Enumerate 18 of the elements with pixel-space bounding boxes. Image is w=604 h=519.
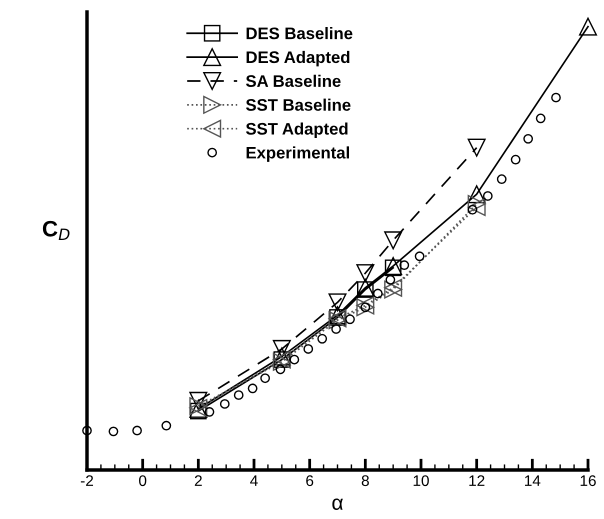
x-tick-label: 4 (250, 475, 258, 486)
legend-label: SST Adapted (246, 122, 348, 138)
x-tick-label: 8 (362, 475, 369, 486)
x-tick-label: -2 (80, 475, 94, 486)
legend-label: DES Baseline (246, 27, 352, 40)
x-tick-label: 16 (580, 475, 596, 486)
legend-label: SA Baseline (246, 74, 341, 87)
x-tick-label: 6 (306, 475, 314, 486)
x-tick-label: 12 (469, 475, 484, 486)
legend-label: DES Adapted (246, 50, 350, 66)
x-tick-label: 2 (194, 475, 202, 486)
x-axis-title: α (332, 498, 343, 510)
x-tick-label: 14 (525, 475, 540, 486)
y-axis-title: C$_{D}$ (42, 220, 70, 240)
x-tick-label: 10 (414, 475, 429, 486)
legend-label: Experimental (246, 146, 349, 162)
x-tick-label: 0 (139, 475, 146, 486)
legend-label: SST Baseline (246, 98, 351, 111)
